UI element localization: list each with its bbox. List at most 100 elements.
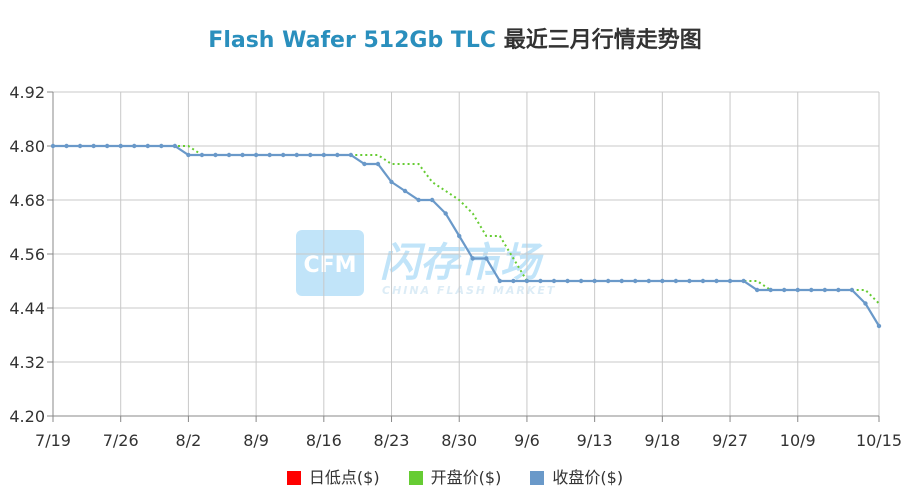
series-close-point (172, 143, 178, 149)
chart-title: Flash Wafer 512Gb TLC 最近三月行情走势图 (0, 22, 910, 54)
x-tick-label: 10/9 (780, 431, 816, 450)
series-close-point (619, 278, 624, 284)
chart-title-en: Flash Wafer 512Gb TLC (208, 28, 497, 53)
series-close-point (443, 211, 448, 216)
series-close-point (754, 287, 760, 293)
y-tick-label: 4.20 (9, 407, 45, 426)
series-close-point (64, 143, 69, 149)
chart-title-zh: 最近三月行情走势图 (503, 28, 702, 53)
watermark-logo-text: CFM (303, 253, 356, 278)
series-close-point (362, 161, 367, 167)
series-close-point (849, 287, 855, 293)
x-tick-label: 8/9 (243, 431, 269, 450)
series-close-point (91, 143, 96, 149)
x-tick-label: 8/2 (176, 431, 202, 450)
series-close-point (104, 143, 110, 149)
series-close-point (429, 197, 435, 203)
series-close-point (132, 143, 137, 149)
series-close-point (159, 143, 164, 149)
series-close-point (876, 323, 882, 329)
x-tick-label: 8/23 (374, 431, 410, 450)
series-close-point (538, 278, 543, 284)
x-tick-label: 7/26 (103, 431, 139, 450)
y-tick-label: 4.92 (9, 83, 45, 102)
series-close-point (673, 278, 679, 284)
series-close-point (77, 143, 83, 149)
series-layer (50, 143, 882, 329)
x-tick-label: 8/30 (441, 431, 477, 450)
tick-labels: 4.92 4.80 4.68 4.56 4.44 4.32 4.20 7/19 7/26 8/2 8… (9, 83, 902, 450)
series-close-point (727, 278, 733, 284)
series-close-point (484, 256, 489, 261)
grid (52, 91, 880, 417)
legend-label-open: 开盘价($) (430, 468, 502, 487)
y-tick-label: 4.44 (9, 299, 45, 318)
series-close-point (335, 152, 340, 158)
series-close-point (145, 143, 150, 149)
x-tick-label: 7/19 (35, 431, 71, 450)
series-close-point (741, 278, 746, 284)
y-tick-label: 4.80 (9, 137, 45, 156)
watermark-name: 闪存市场 (380, 240, 544, 286)
y-tick-label: 4.56 (9, 245, 45, 264)
series-close-point (714, 278, 719, 284)
legend-item-low[interactable]: 日低点($) (286, 464, 380, 488)
legend-swatch-open (408, 471, 423, 485)
series-close-point (199, 152, 205, 158)
series-close-point (660, 278, 665, 284)
series-close-point (402, 188, 408, 194)
series-close-point (768, 287, 773, 293)
series-close-point (511, 278, 516, 284)
x-tick-label: 9/18 (644, 431, 680, 450)
series-close-point (416, 197, 421, 203)
series-close-point (578, 278, 584, 284)
x-tick-label: 9/13 (577, 431, 613, 450)
series-close-point (240, 152, 245, 158)
series-close-line (53, 144, 880, 327)
x-tick-label: 10/15 (856, 431, 902, 450)
series-close-point (592, 278, 597, 284)
watermark-logo-box (296, 230, 364, 296)
x-tick-label: 9/27 (712, 431, 748, 450)
y-tick-label: 4.32 (9, 353, 45, 372)
legend-swatch-low (286, 471, 301, 485)
series-close-point (389, 179, 394, 185)
series-close-point (470, 256, 475, 261)
series-close-point (281, 152, 286, 158)
series-close-point (822, 287, 828, 293)
series-close-point (863, 301, 868, 306)
legend-label-low: 日低点($) (308, 468, 380, 487)
series-close-point (551, 278, 557, 284)
series-close-point (186, 152, 191, 158)
series-close-point (253, 152, 259, 158)
x-tick-label: 8/16 (306, 431, 342, 450)
legend-item-open[interactable]: 开盘价($) (408, 464, 502, 488)
series-close-point (294, 152, 299, 158)
watermark: CFM 闪存市场 CHINA FLASH MARKET (296, 230, 556, 297)
series-close-point (50, 143, 56, 149)
series-close-point (267, 152, 272, 158)
series-close-point (497, 278, 503, 284)
series-close-point (321, 152, 327, 158)
series-close-point (700, 278, 706, 284)
series-close-point (605, 278, 611, 284)
watermark-sub: CHINA FLASH MARKET (382, 284, 556, 297)
series-close-point (687, 278, 692, 284)
series-close-point (836, 287, 841, 293)
series-close-point (809, 287, 814, 293)
series-close-point (118, 143, 123, 149)
legend-item-close[interactable]: 收盘价($) (530, 464, 623, 488)
y-tick-label: 4.68 (9, 191, 45, 210)
legend-swatch-close (530, 471, 545, 485)
x-tick-label: 9/6 (514, 431, 540, 450)
series-close-point (565, 278, 570, 284)
legend: 日低点($) 开盘价($) 收盘价($) (0, 464, 910, 488)
series-close-point (375, 161, 381, 167)
series-close-point (524, 278, 530, 284)
series-close-point (308, 152, 313, 158)
series-close-point (213, 152, 218, 158)
legend-label-close: 收盘价($) (552, 468, 624, 487)
series-close-point (348, 152, 354, 158)
series-close-point (226, 152, 232, 158)
